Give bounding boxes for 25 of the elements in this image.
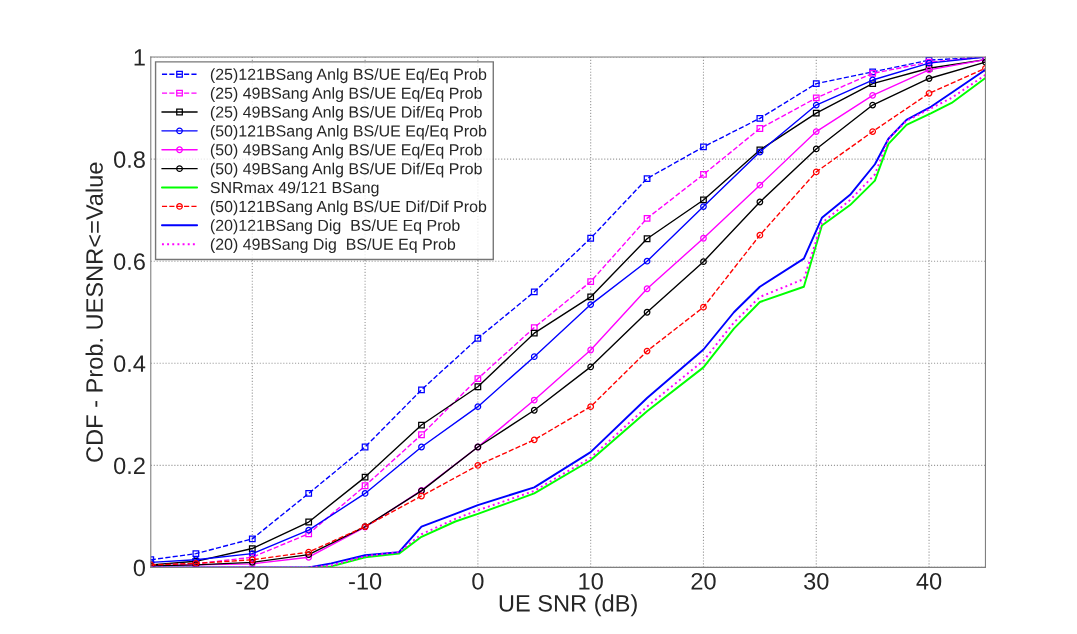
y-axis-title: CDF - Prob. UESNR<=Value [85,162,103,462]
x-tick-label: 30 [804,572,829,590]
x-tick-label: 20 [691,572,716,590]
y-tick-label: 0.8 [114,151,145,168]
legend-label: (50) 49BSang Anlg BS/UE Dif/Eq Prob [210,162,482,178]
legend-label: (25) 49BSang Anlg BS/UE Dif/Eq Prob [210,106,482,121]
legend-label: (25)121BSang Anlg BS/UE Eq/Eq Prob [210,68,487,84]
x-tick-label: -20 [236,572,269,590]
legend-label: SNRmax 49/121 BSang [210,181,379,197]
legend-label: (50) 49BSang Anlg BS/UE Eq/Eq Prob [210,143,482,159]
y-tick-label: 1 [134,49,145,66]
legend-label: (25) 49BSang Anlg BS/UE Eq/Eq Prob [210,87,482,103]
x-tick-label: 0 [472,572,484,590]
y-tick-label: 0.4 [114,355,146,373]
x-tick-label: 40 [916,572,942,590]
y-tick-label: 0 [133,559,145,577]
x-tick-label: 10 [579,572,603,590]
x-axis-title: UE SNR (dB) [499,594,637,617]
legend-label: (20) 49BSang Dig BS/UE Eq Prob [210,238,456,254]
y-tick-label: 0.2 [114,457,145,475]
legend-label: (50)121BSang Anlg BS/UE Dif/Dif Prob [210,200,487,216]
legend-label: (20)121BSang Dig BS/UE Eq Prob [210,219,460,235]
legend-label: (50)121BSang Anlg BS/UE Eq/Eq Prob [210,124,487,140]
x-tick-label: -10 [349,572,382,590]
y-tick-label: 0.6 [114,253,145,270]
